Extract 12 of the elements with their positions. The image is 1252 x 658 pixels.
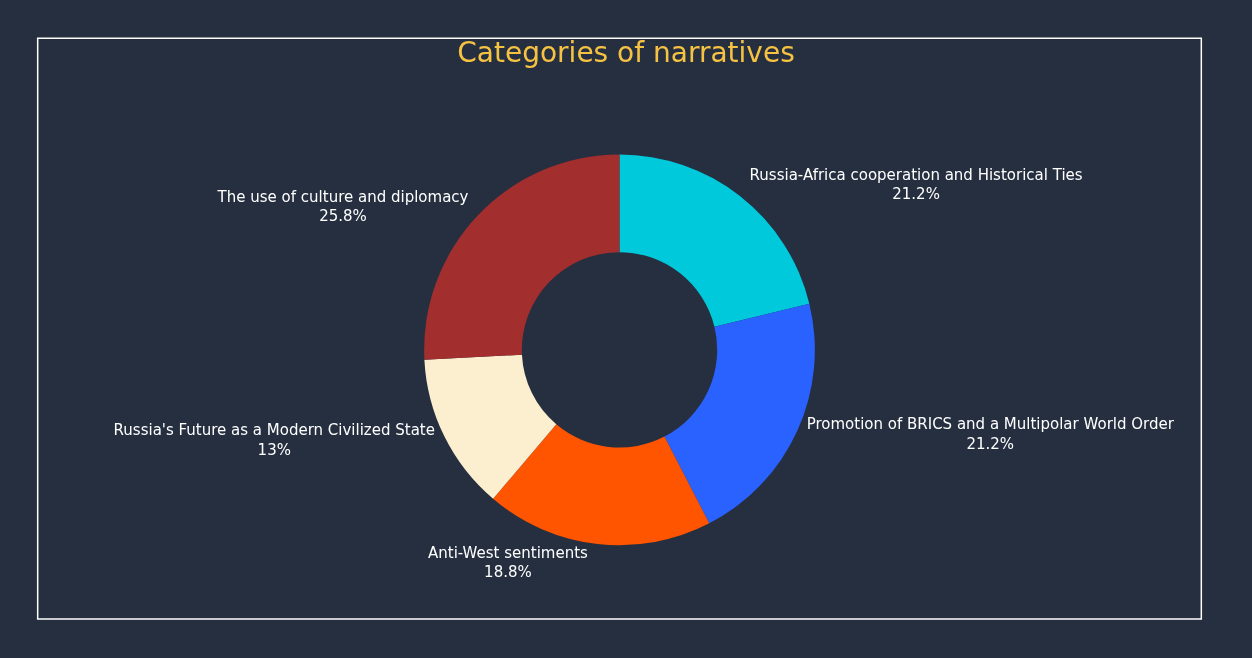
donut-slice xyxy=(493,424,710,546)
data-label: 21.2% xyxy=(966,434,1015,453)
chart-title: Categories of narratives xyxy=(457,36,795,70)
data-label: 13% xyxy=(257,440,291,459)
data-label: 25.8% xyxy=(319,207,367,226)
slice-label: Promotion of BRICS and a Multipolar World Order xyxy=(806,415,1175,434)
slice-label: Anti-West sentiments xyxy=(427,543,589,562)
data-label: 18.8% xyxy=(484,563,532,582)
slice-label: The use of culture and diplomacy xyxy=(216,187,469,206)
data-label: 21.2% xyxy=(892,185,940,204)
slice-label: Russia-Africa cooperation and Historical Ties xyxy=(749,165,1083,184)
slice-label: Russia's Future as a Modern Civilized State xyxy=(113,421,435,440)
